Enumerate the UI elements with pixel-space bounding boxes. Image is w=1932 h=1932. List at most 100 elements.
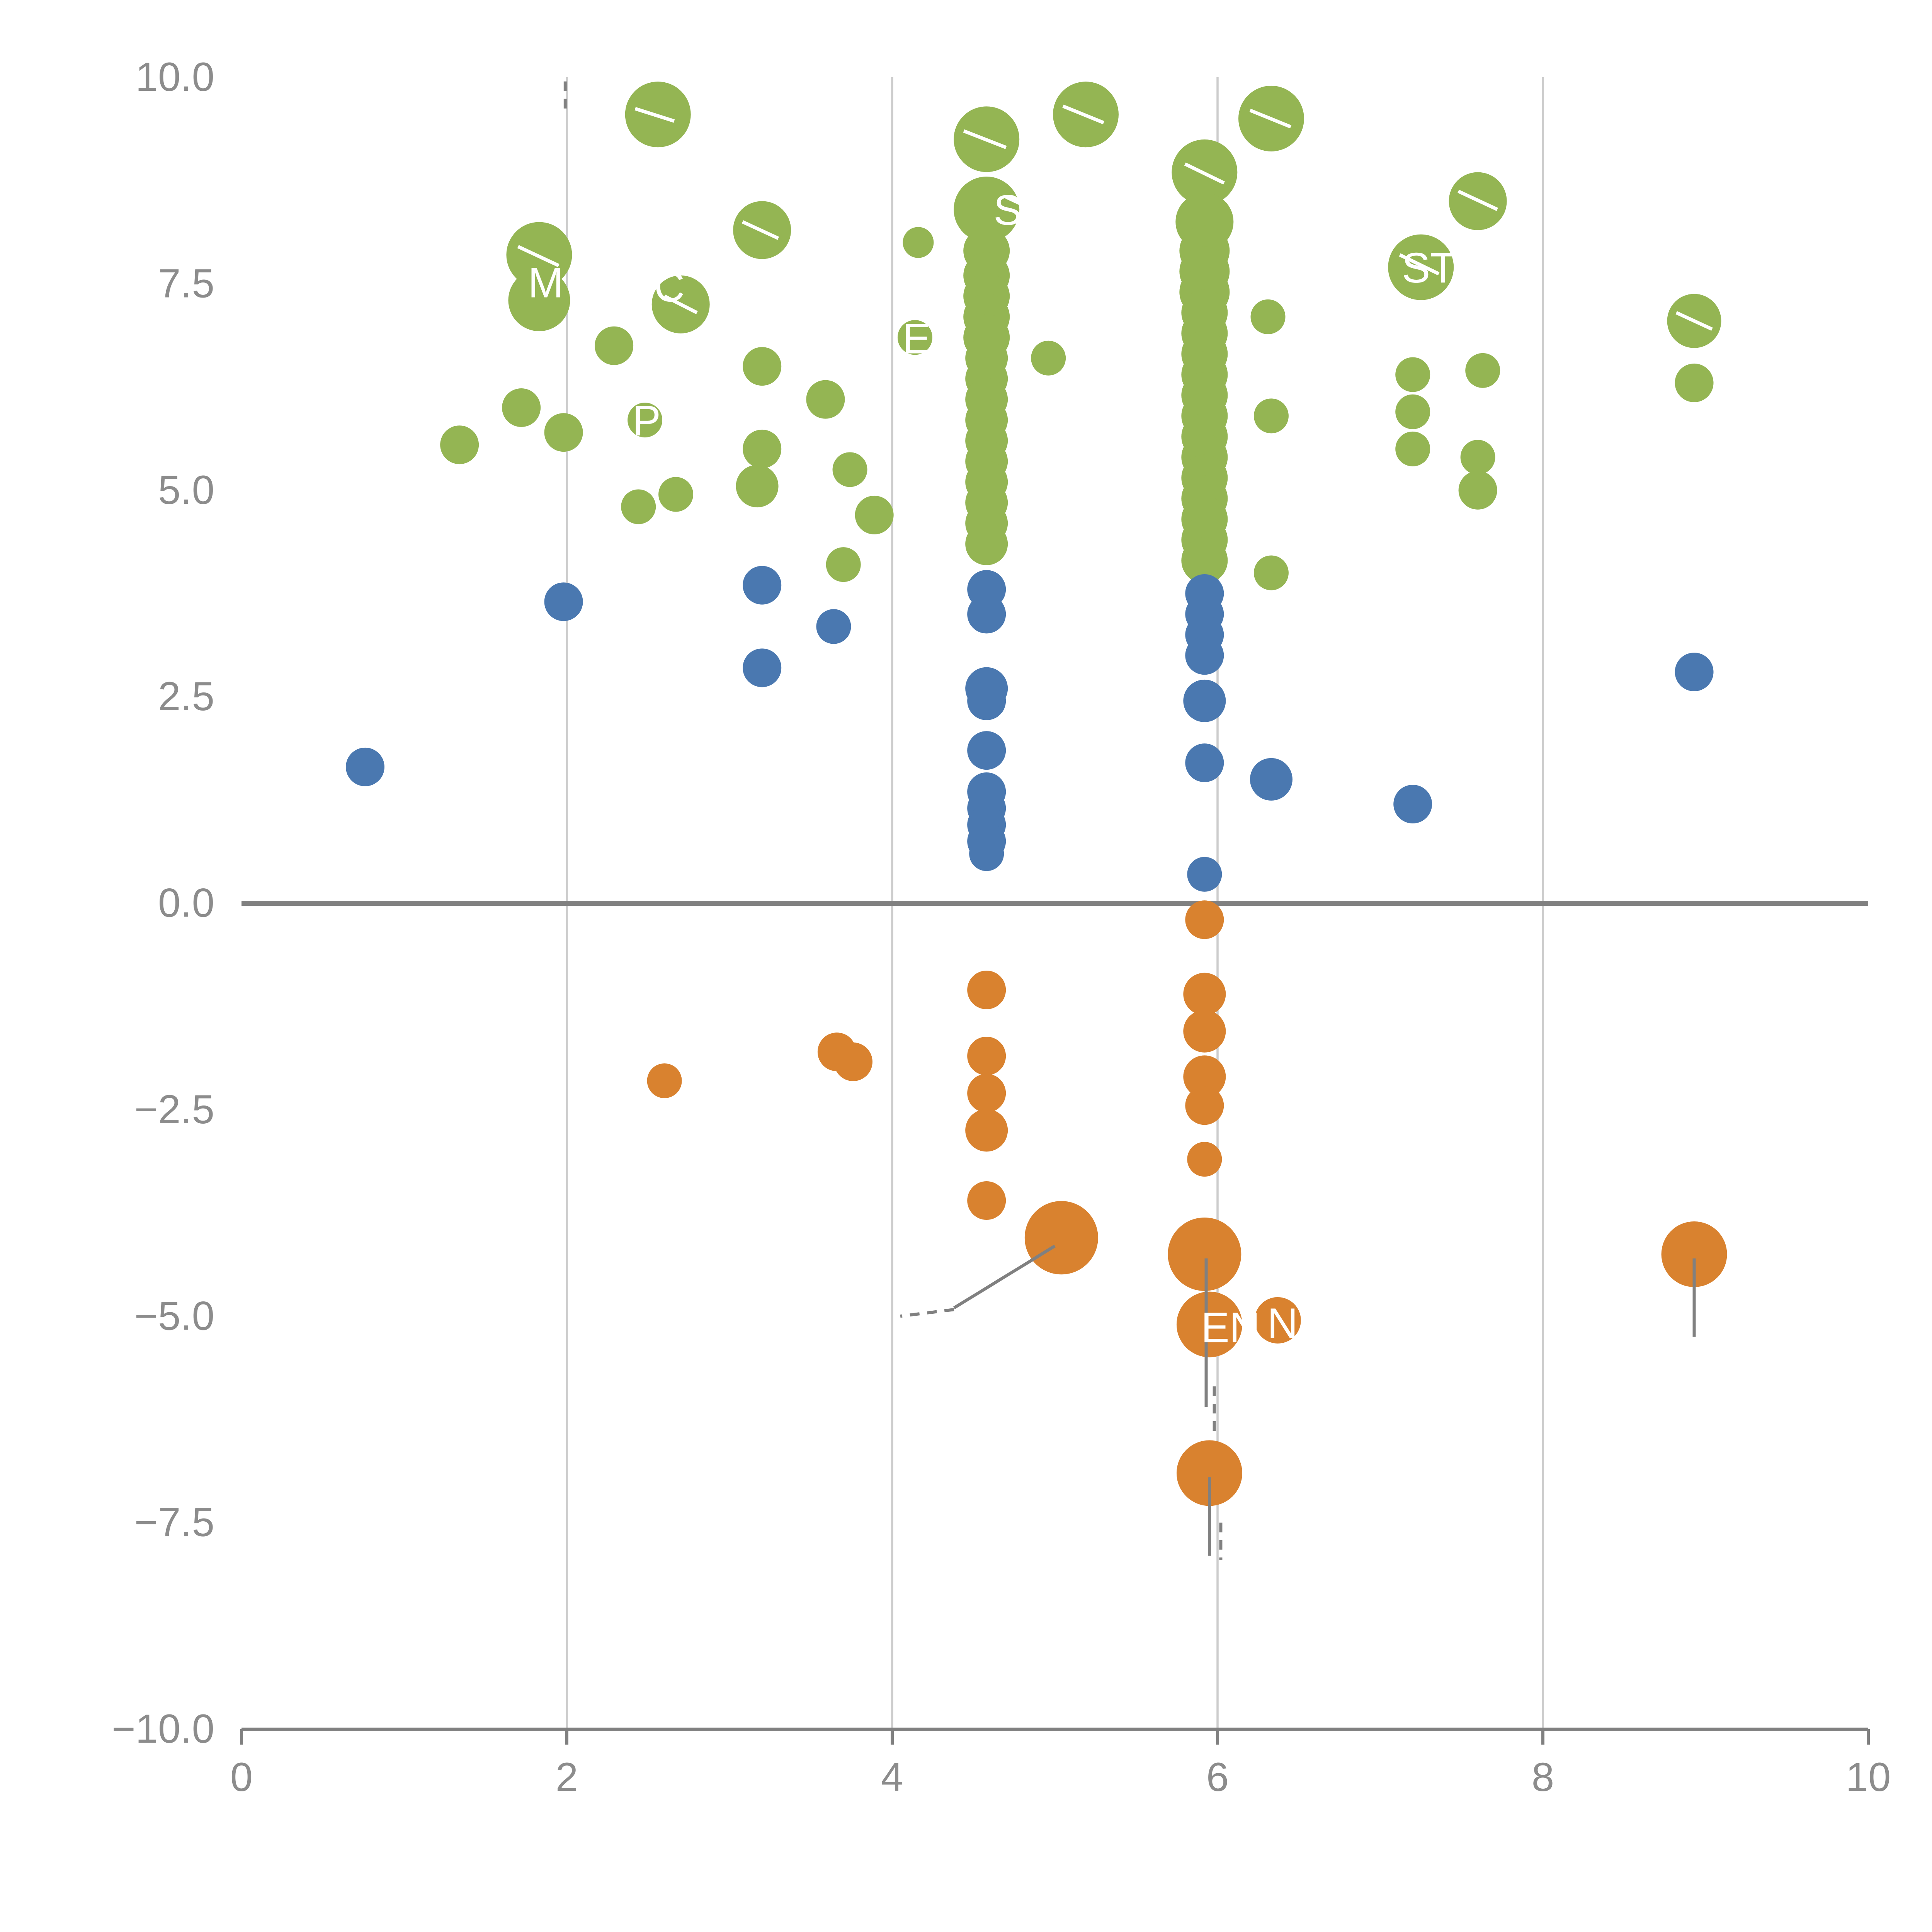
bubble-green-cluster[interactable]	[1388, 234, 1454, 300]
leader-line	[953, 1245, 1056, 1310]
y-tick-label: −10.0	[112, 1706, 214, 1752]
bubble-orange-cluster[interactable]	[967, 1036, 1006, 1075]
bubble-green-cluster[interactable]	[595, 326, 634, 365]
bubble-orange-cluster[interactable]	[1185, 900, 1224, 939]
bubble-green-cluster[interactable]	[544, 413, 583, 452]
bubble-green-cluster[interactable]	[806, 380, 845, 419]
y-tick-label: −5.0	[134, 1293, 214, 1338]
bubble-green-cluster[interactable]	[743, 347, 782, 386]
bubble-green-cluster[interactable]	[1458, 471, 1497, 510]
bubble-label: EN	[1201, 1304, 1260, 1351]
bubble-orange-cluster[interactable]	[647, 1063, 682, 1099]
y-tick-label: 0.0	[158, 881, 214, 926]
bubble-blue-cluster[interactable]	[969, 836, 1004, 871]
bubble-label: N	[1267, 1300, 1298, 1347]
bubble-green-cluster[interactable]	[965, 522, 1008, 565]
bubble-green-cluster[interactable]	[1395, 431, 1430, 466]
bubble-blue-cluster[interactable]	[743, 648, 782, 687]
bubble-blue-cluster[interactable]	[1185, 743, 1224, 782]
bubble-orange-cluster[interactable]	[1168, 1217, 1242, 1291]
bubble-blue-cluster[interactable]	[1393, 785, 1432, 823]
bubble-green-cluster[interactable]	[855, 495, 894, 534]
bubble-orange-cluster[interactable]	[967, 1181, 1006, 1220]
bubble-green-cluster[interactable]	[1253, 398, 1289, 434]
bubble-green-cluster[interactable]	[897, 320, 932, 355]
bubble-label-line	[1184, 162, 1225, 185]
y-tick-label: 5.0	[158, 468, 214, 513]
bubble-label-line	[1249, 109, 1292, 129]
bubble-green-cluster[interactable]	[1253, 555, 1289, 590]
bubble-orange-cluster[interactable]	[1183, 1010, 1226, 1053]
bubble-orange-cluster[interactable]	[1187, 1142, 1222, 1177]
x-tick-label: 0	[230, 1755, 253, 1800]
bubble-blue-cluster[interactable]	[1183, 679, 1226, 722]
bubble-label-line	[1399, 253, 1440, 276]
bubble-label-line	[1062, 104, 1104, 124]
bubble-green-cluster[interactable]	[1675, 363, 1714, 402]
bubble-label: S	[993, 186, 1022, 234]
bubble-green-cluster[interactable]	[508, 269, 570, 332]
bubble-green-cluster[interactable]	[628, 403, 663, 438]
x-tick-label: 6	[1206, 1755, 1229, 1800]
bubble-green-cluster[interactable]	[502, 388, 541, 427]
bubble-orange-cluster[interactable]	[967, 1074, 1006, 1113]
bubble-label-line	[1675, 311, 1713, 331]
bubble-orange-cluster[interactable]	[1183, 1055, 1226, 1098]
bubble-label-line	[634, 107, 675, 123]
bubble-green-cluster[interactable]	[903, 227, 934, 258]
bubble-green-cluster[interactable]	[832, 452, 867, 487]
bubble-label-line	[1005, 195, 1043, 215]
bubble-blue-cluster[interactable]	[1250, 758, 1293, 801]
bubble-green-cluster[interactable]	[1181, 537, 1228, 584]
bubble-orange-cluster[interactable]	[967, 970, 1006, 1009]
bubble-orange-cluster[interactable]	[1176, 1440, 1242, 1506]
bubble-orange-cluster[interactable]	[1176, 1291, 1242, 1357]
bubble-blue-cluster[interactable]	[345, 747, 384, 786]
bubble-blue-cluster[interactable]	[1187, 857, 1222, 892]
y-tick-label: −2.5	[134, 1087, 214, 1132]
bubble-orange-cluster[interactable]	[833, 1042, 872, 1081]
bubble-green-cluster[interactable]	[954, 177, 1020, 242]
bubble-green-cluster[interactable]	[826, 547, 861, 582]
bubble-green-cluster[interactable]	[1465, 353, 1500, 388]
bubble-label-line	[963, 129, 1007, 149]
bubble-blue-cluster[interactable]	[544, 582, 583, 621]
bubble-blue-cluster[interactable]	[1185, 636, 1224, 675]
bubble-green-cluster[interactable]	[1250, 299, 1286, 334]
bubble-orange-cluster[interactable]	[1254, 1297, 1301, 1344]
bubble-green-cluster[interactable]	[743, 429, 782, 468]
bubble-green-cluster[interactable]	[1395, 357, 1430, 392]
x-tick-label: 4	[881, 1755, 903, 1800]
bubble-label: M	[528, 259, 563, 306]
bubble-green-cluster[interactable]	[440, 425, 479, 464]
bubble-orange-cluster[interactable]	[965, 1109, 1008, 1152]
bubble-green-cluster[interactable]	[1395, 394, 1430, 429]
y-tick-label: 7.5	[158, 261, 214, 306]
bubble-orange-cluster[interactable]	[1185, 1086, 1224, 1125]
bubble-label-line	[1458, 189, 1498, 211]
bubble-green-cluster[interactable]	[658, 477, 694, 512]
bubble-blue-cluster[interactable]	[743, 566, 782, 605]
y-tick-label: −7.5	[134, 1500, 214, 1545]
bubble-blue-cluster[interactable]	[967, 681, 1006, 720]
bubble-label: P	[633, 397, 661, 444]
bubble-blue-cluster[interactable]	[1675, 653, 1714, 691]
bubble-orange-cluster[interactable]	[1024, 1201, 1098, 1275]
bubble-green-cluster[interactable]	[1031, 340, 1066, 376]
x-tick-label: 10	[1846, 1755, 1891, 1800]
bubble-label: ST	[1402, 244, 1456, 292]
y-tick-label: 2.5	[158, 674, 214, 719]
bubble-orange-cluster[interactable]	[1661, 1221, 1727, 1287]
bubble-label-line	[742, 220, 779, 240]
y-tick-label: 10.0	[136, 54, 214, 100]
bubble-blue-cluster[interactable]	[816, 609, 851, 644]
bubble-blue-cluster[interactable]	[967, 595, 1006, 634]
bubble-orange-cluster[interactable]	[1183, 973, 1226, 1015]
bubble-green-cluster[interactable]	[621, 489, 656, 524]
bubble-green-cluster[interactable]	[1460, 440, 1495, 475]
bubble-green-cluster[interactable]	[736, 465, 779, 508]
x-tick-label: 2	[556, 1755, 578, 1800]
bubble-label-line	[517, 245, 560, 267]
bubble-blue-cluster[interactable]	[967, 731, 1006, 770]
